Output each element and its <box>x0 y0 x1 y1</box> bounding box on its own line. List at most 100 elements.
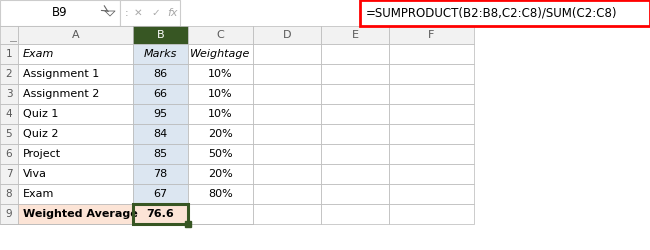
Text: 6: 6 <box>6 149 12 159</box>
Bar <box>133 204 188 224</box>
Bar <box>133 104 188 124</box>
Bar <box>389 164 474 184</box>
Bar <box>389 124 474 144</box>
Bar <box>188 204 253 224</box>
Bar <box>18 64 133 84</box>
Text: Quiz 1: Quiz 1 <box>23 109 58 119</box>
Text: Marks: Marks <box>144 49 177 59</box>
Text: 9: 9 <box>6 209 12 219</box>
Bar <box>253 84 321 104</box>
Text: B: B <box>157 30 164 40</box>
Bar <box>0 144 18 164</box>
Bar <box>188 64 253 84</box>
Text: Exam: Exam <box>23 49 55 59</box>
Bar <box>188 26 253 44</box>
Text: 10%: 10% <box>208 69 233 79</box>
Bar <box>188 164 253 184</box>
Bar <box>389 184 474 204</box>
Bar <box>0 0 120 26</box>
Text: E: E <box>352 30 359 40</box>
Text: 76.6: 76.6 <box>147 209 174 219</box>
Text: 10%: 10% <box>208 89 233 99</box>
Bar <box>188 84 253 104</box>
Text: Assignment 1: Assignment 1 <box>23 69 99 79</box>
Text: 95: 95 <box>153 109 168 119</box>
Bar <box>389 204 474 224</box>
Bar <box>321 124 389 144</box>
Text: Weighted Average: Weighted Average <box>23 209 138 219</box>
Text: ✕: ✕ <box>134 8 142 18</box>
Bar <box>0 26 18 44</box>
Bar <box>188 44 253 64</box>
Bar <box>321 64 389 84</box>
Text: 67: 67 <box>153 189 168 199</box>
Text: 7: 7 <box>6 169 12 179</box>
Bar <box>321 204 389 224</box>
Bar <box>133 44 188 64</box>
Bar <box>18 144 133 164</box>
Text: fx: fx <box>167 8 177 18</box>
Text: 8: 8 <box>6 189 12 199</box>
Text: Exam: Exam <box>23 189 55 199</box>
Bar <box>0 44 18 64</box>
Bar <box>120 0 180 26</box>
Bar <box>321 144 389 164</box>
Bar <box>18 26 133 44</box>
Bar <box>188 104 253 124</box>
Bar <box>389 104 474 124</box>
Bar <box>0 64 18 84</box>
Bar <box>0 104 18 124</box>
Bar <box>389 84 474 104</box>
Bar <box>321 44 389 64</box>
Bar <box>133 144 188 164</box>
Bar <box>133 84 188 104</box>
Bar <box>321 184 389 204</box>
Text: 84: 84 <box>153 129 168 139</box>
Bar <box>133 204 188 224</box>
Bar <box>253 184 321 204</box>
Bar <box>133 164 188 184</box>
Bar <box>253 64 321 84</box>
Bar <box>188 124 253 144</box>
Text: =SUMPRODUCT(B2:B8,C2:C8)/SUM(C2:C8): =SUMPRODUCT(B2:B8,C2:C8)/SUM(C2:C8) <box>366 6 618 20</box>
Bar <box>0 84 18 104</box>
Bar <box>188 184 253 204</box>
Text: ✓: ✓ <box>151 8 161 18</box>
Bar <box>253 164 321 184</box>
Text: Assignment 2: Assignment 2 <box>23 89 99 99</box>
Bar <box>253 104 321 124</box>
Text: 66: 66 <box>153 89 168 99</box>
Text: 4: 4 <box>6 109 12 119</box>
Text: F: F <box>428 30 435 40</box>
Text: 86: 86 <box>153 69 168 79</box>
Bar <box>188 144 253 164</box>
Bar <box>389 26 474 44</box>
Bar <box>133 184 188 204</box>
Text: A: A <box>72 30 79 40</box>
Bar <box>321 26 389 44</box>
Bar <box>18 104 133 124</box>
Bar <box>18 124 133 144</box>
Bar <box>253 204 321 224</box>
Bar <box>18 184 133 204</box>
Bar <box>389 144 474 164</box>
Text: 10%: 10% <box>208 109 233 119</box>
Bar <box>389 64 474 84</box>
Bar <box>18 164 133 184</box>
Bar <box>133 64 188 84</box>
Text: C: C <box>216 30 224 40</box>
Bar <box>0 164 18 184</box>
Text: B9: B9 <box>52 6 68 20</box>
Text: 20%: 20% <box>208 169 233 179</box>
Text: Quiz 2: Quiz 2 <box>23 129 58 139</box>
Text: 85: 85 <box>153 149 168 159</box>
Text: D: D <box>283 30 291 40</box>
Bar <box>133 124 188 144</box>
Text: 2: 2 <box>6 69 12 79</box>
Bar <box>253 44 321 64</box>
Text: 20%: 20% <box>208 129 233 139</box>
Text: 5: 5 <box>6 129 12 139</box>
Bar <box>0 204 18 224</box>
Bar <box>18 204 133 224</box>
Text: :: : <box>125 8 129 18</box>
